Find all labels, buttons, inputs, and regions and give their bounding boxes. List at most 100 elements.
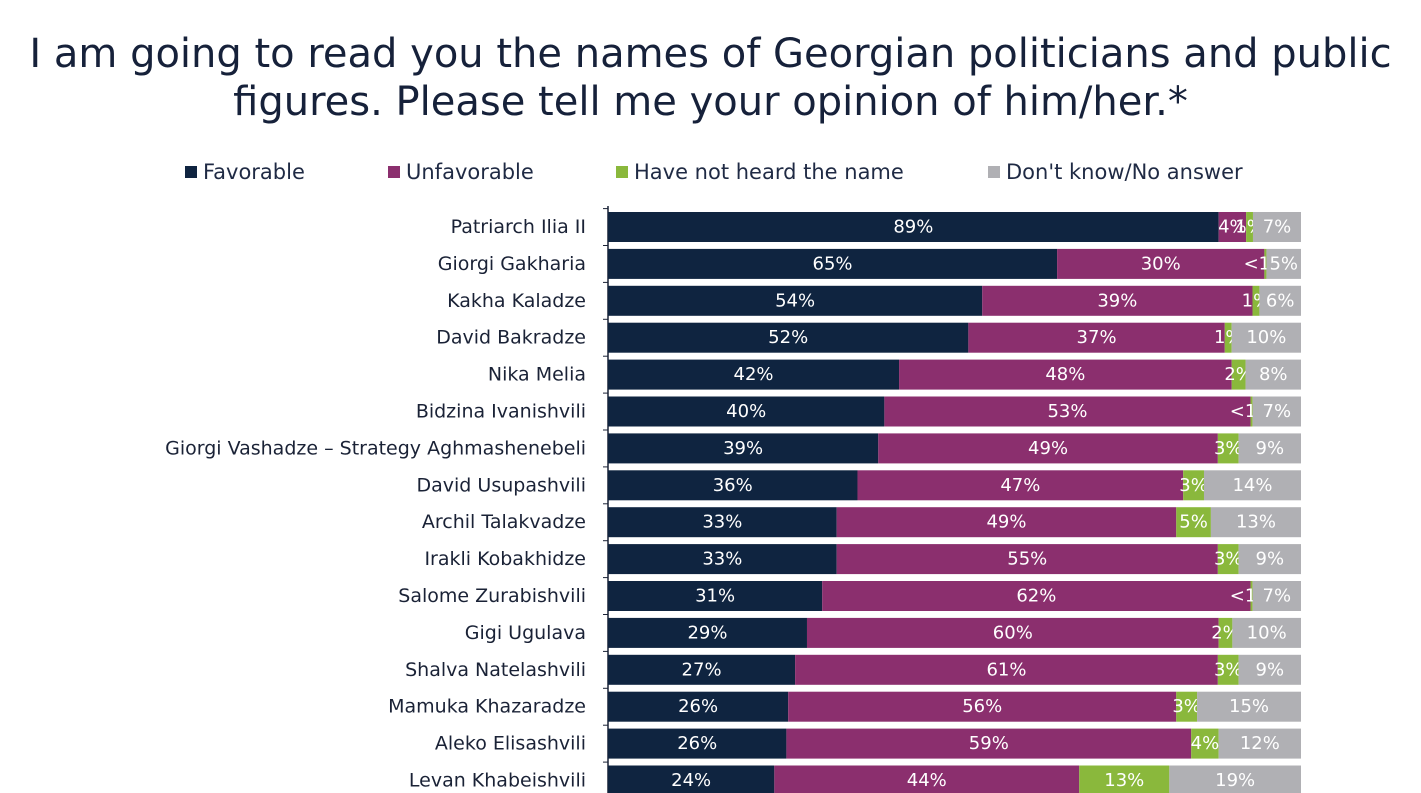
data-label-unfavorable: 60% xyxy=(993,622,1033,643)
bar-segment-unfavorable xyxy=(899,359,1232,390)
bar-segment-favorable xyxy=(608,359,900,390)
data-label-not-heard: 13% xyxy=(1104,770,1144,791)
data-label-favorable: 24% xyxy=(671,770,711,791)
data-label-dont-know: 6% xyxy=(1266,290,1295,311)
data-label-dont-know: 5% xyxy=(1269,253,1298,274)
legend-swatch-unfavorable xyxy=(388,166,400,178)
bar-segment-not-heard xyxy=(1250,396,1253,427)
data-label-dont-know: 15% xyxy=(1229,696,1269,717)
data-label-dont-know: 9% xyxy=(1256,438,1285,459)
category-label: Nika Melia xyxy=(488,364,586,386)
category-label: Salome Zurabishvili xyxy=(398,585,586,607)
data-label-not-heard: 4% xyxy=(1191,733,1220,754)
data-label-unfavorable: 4% xyxy=(1218,217,1247,238)
data-label-unfavorable: 47% xyxy=(1000,475,1040,496)
legend-label-unfavorable: Unfavorable xyxy=(406,160,534,184)
bar-segment-dont-know xyxy=(1238,654,1301,685)
category-label: Patriarch Ilia II xyxy=(451,216,586,238)
bar-segment-favorable xyxy=(608,396,885,427)
bar-segment-unfavorable xyxy=(795,654,1218,685)
data-label-not-heard: 3% xyxy=(1172,696,1201,717)
bar-segment-unfavorable xyxy=(968,322,1225,353)
legend-label-not-heard: Have not heard the name xyxy=(634,160,904,184)
bar-segment-dont-know xyxy=(1259,285,1301,316)
bar-segment-not-heard xyxy=(1191,728,1219,759)
data-label-dont-know: 8% xyxy=(1259,364,1288,385)
legend-item-dont-know: Don't know/No answer xyxy=(988,160,1243,184)
bar-segment-dont-know xyxy=(1197,691,1301,722)
category-label: Archil Talakvadze xyxy=(422,511,586,533)
bar-segment-favorable xyxy=(608,581,823,611)
bar-segment-dont-know xyxy=(1252,212,1301,242)
bar-segment-unfavorable xyxy=(878,433,1218,464)
data-label-favorable: 65% xyxy=(813,253,853,274)
bar-segment-not-heard xyxy=(1176,507,1211,538)
data-label-favorable: 42% xyxy=(734,364,774,385)
bar-segment-favorable xyxy=(608,285,983,316)
chart-title-line-2: figures. Please tell me your opinion of … xyxy=(233,79,1188,125)
bar-segment-dont-know xyxy=(1169,765,1301,793)
bar-segment-dont-know xyxy=(1232,617,1301,648)
bar-segment-unfavorable xyxy=(836,507,1177,538)
category-label: Shalva Natelashvili xyxy=(405,659,586,681)
bar-segment-dont-know xyxy=(1252,396,1301,427)
data-label-dont-know: 12% xyxy=(1240,733,1280,754)
data-label-dont-know: 7% xyxy=(1263,401,1292,422)
bar-segment-not-heard xyxy=(1246,212,1253,242)
bar-segment-not-heard xyxy=(1176,691,1198,722)
chart-title: I am going to read you the names of Geor… xyxy=(0,30,1421,126)
data-label-unfavorable: 44% xyxy=(907,770,947,791)
data-label-favorable: 33% xyxy=(702,549,742,570)
data-label-favorable: 31% xyxy=(695,586,735,607)
bar-segment-not-heard xyxy=(1224,322,1232,353)
bar-segment-not-heard xyxy=(1217,544,1239,575)
bar-segment-not-heard xyxy=(1183,470,1204,501)
legend-swatch-dont-know xyxy=(988,166,1000,178)
bar-segment-unfavorable xyxy=(806,617,1219,648)
data-label-favorable: 26% xyxy=(677,733,717,754)
chart-legend: Favorable Unfavorable Have not heard the… xyxy=(0,160,1421,190)
bar-segment-favorable xyxy=(608,544,837,575)
data-label-dont-know: 10% xyxy=(1246,327,1286,348)
data-label-dont-know: 19% xyxy=(1215,770,1255,791)
legend-label-favorable: Favorable xyxy=(203,160,305,184)
category-label: Bidzina Ivanishvili xyxy=(416,401,586,423)
data-label-not-heard: 3% xyxy=(1214,549,1243,570)
bar-segment-unfavorable xyxy=(822,581,1251,611)
data-label-unfavorable: 49% xyxy=(1028,438,1068,459)
legend-item-unfavorable: Unfavorable xyxy=(388,160,534,184)
bar-segment-favorable xyxy=(608,433,879,464)
category-label: Giorgi Gakharia xyxy=(438,253,586,275)
bar-segment-dont-know xyxy=(1210,507,1301,538)
bar-segment-favorable xyxy=(608,507,837,538)
data-label-favorable: 54% xyxy=(775,290,815,311)
bar-segment-not-heard xyxy=(1264,248,1267,279)
data-label-dont-know: 9% xyxy=(1256,659,1285,680)
category-label: David Usupashvili xyxy=(417,474,586,496)
data-label-dont-know: 7% xyxy=(1263,217,1292,238)
data-label-dont-know: 10% xyxy=(1247,622,1287,643)
bar-segment-not-heard xyxy=(1231,359,1246,390)
bar-segment-dont-know xyxy=(1218,728,1301,759)
bar-segment-not-heard xyxy=(1250,581,1253,611)
data-label-favorable: 36% xyxy=(713,475,753,496)
bar-segment-not-heard xyxy=(1217,654,1239,685)
category-label: Levan Khabeishvili xyxy=(409,770,586,792)
bar-segment-favorable xyxy=(608,691,789,722)
category-label: Giorgi Vashadze – Strategy Aghmashenebel… xyxy=(165,437,586,459)
data-label-favorable: 89% xyxy=(893,217,933,238)
bar-segment-unfavorable xyxy=(857,470,1184,501)
bar-segment-unfavorable xyxy=(788,691,1177,722)
data-label-unfavorable: 62% xyxy=(1016,586,1056,607)
bar-segment-dont-know xyxy=(1231,322,1301,353)
bar-segment-not-heard xyxy=(1217,433,1239,464)
category-label: Mamuka Khazaradze xyxy=(388,696,586,718)
bar-segment-dont-know xyxy=(1238,544,1301,575)
data-label-not-heard: 3% xyxy=(1179,475,1208,496)
data-label-dont-know: 9% xyxy=(1256,549,1285,570)
data-label-favorable: 40% xyxy=(726,401,766,422)
bar-segment-unfavorable xyxy=(982,285,1253,316)
bar-segment-dont-know xyxy=(1238,433,1301,464)
bar-segment-not-heard xyxy=(1079,765,1170,793)
legend-swatch-favorable xyxy=(185,166,197,178)
